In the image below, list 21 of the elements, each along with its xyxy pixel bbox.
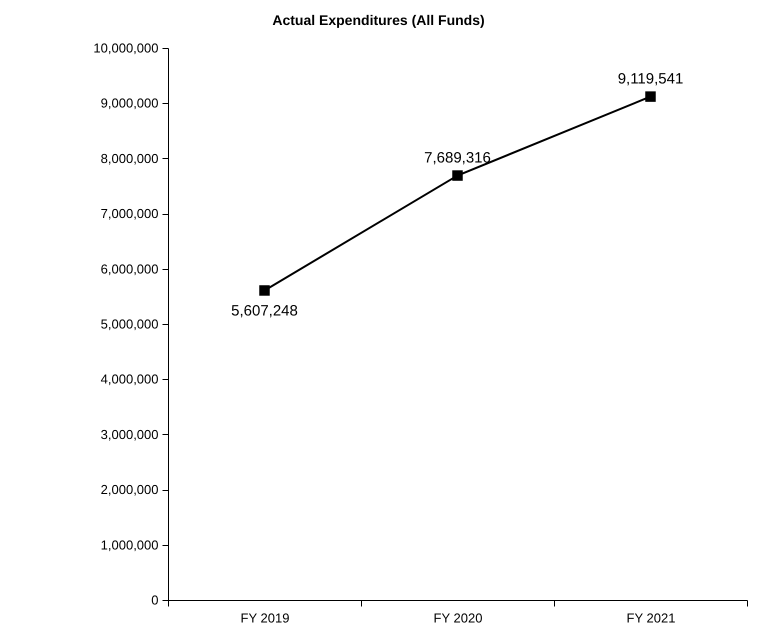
point (645, 91, 656, 102)
y-tick-label: 10,000,000 (93, 40, 158, 56)
chart-title: Actual Expenditures (All Funds) (272, 12, 485, 28)
y-tick-label: 2,000,000 (100, 482, 158, 498)
data-label: 9,119,541 (618, 70, 684, 88)
y-tick-label: 5,000,000 (100, 316, 158, 332)
point (452, 170, 463, 181)
y-tick-label: 3,000,000 (100, 426, 158, 442)
y-tick-label: 1,000,000 (100, 537, 158, 552)
y-tick-label: 6,000,000 (100, 261, 158, 276)
y-tick-label: 4,000,000 (100, 372, 158, 387)
x-tick-label: FY 2019 (240, 610, 290, 626)
point (259, 285, 270, 296)
y-tick-label: 0 (151, 592, 158, 608)
data-label: 5,607,248 (231, 302, 298, 320)
y-tick-label: 7,000,000 (100, 206, 158, 222)
y-tick-label: 8,000,000 (100, 150, 158, 166)
data-label: 7,689,316 (424, 150, 491, 167)
y-tick-label: 9,000,000 (100, 96, 158, 111)
x-tick-label: FY 2020 (434, 610, 482, 626)
x-tick-label: FY 2021 (626, 610, 676, 626)
